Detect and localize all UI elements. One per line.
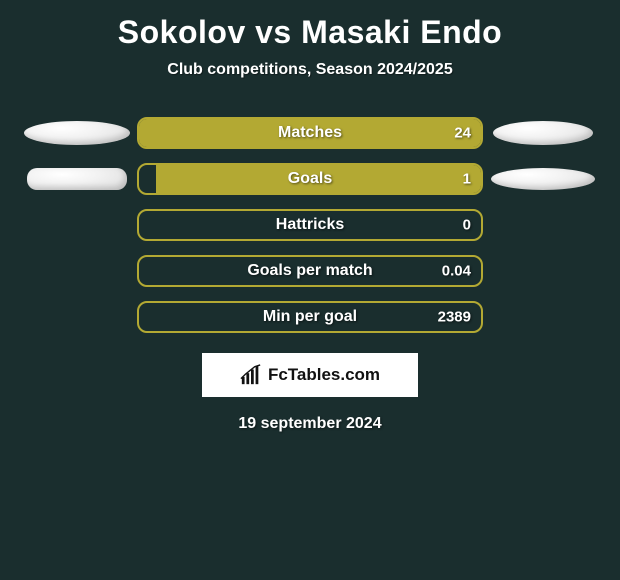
stat-bar: Goals per match 0.04 xyxy=(137,255,483,287)
stat-value-right: 0 xyxy=(463,217,471,234)
stat-bar: Matches 24 xyxy=(137,117,483,149)
left-shape-slot xyxy=(17,168,137,190)
stat-label: Goals xyxy=(288,170,332,188)
player-shape-right xyxy=(491,168,595,190)
left-shape-slot xyxy=(17,121,137,145)
right-shape-slot xyxy=(483,168,603,190)
stat-value-right: 24 xyxy=(454,125,471,142)
stat-value-right: 2389 xyxy=(438,309,471,326)
stat-label: Hattricks xyxy=(276,216,344,234)
chart-icon xyxy=(240,364,262,386)
stat-bar: Goals 1 xyxy=(137,163,483,195)
stat-label: Min per goal xyxy=(263,308,357,326)
stats-card: Sokolov vs Masaki Endo Club competitions… xyxy=(0,0,620,433)
stat-row: Goals 1 xyxy=(0,163,620,195)
page-subtitle: Club competitions, Season 2024/2025 xyxy=(167,61,452,79)
stat-bar: Min per goal 2389 xyxy=(137,301,483,333)
player-shape-left xyxy=(24,121,130,145)
stat-row: Goals per match 0.04 xyxy=(0,255,620,287)
stat-row: Hattricks 0 xyxy=(0,209,620,241)
stat-bar: Hattricks 0 xyxy=(137,209,483,241)
player-shape-right xyxy=(493,121,593,145)
stat-value-right: 0.04 xyxy=(442,263,471,280)
player-shape-left xyxy=(27,168,127,190)
stat-rows: Matches 24 Goals 1 Hattricks 0 Goals per match… xyxy=(0,117,620,333)
stat-row: Matches 24 xyxy=(0,117,620,149)
stat-value-right: 1 xyxy=(463,171,471,188)
date-text: 19 september 2024 xyxy=(238,415,381,433)
stat-label: Goals per match xyxy=(247,262,372,280)
stat-row: Min per goal 2389 xyxy=(0,301,620,333)
logo-box[interactable]: FcTables.com xyxy=(202,353,418,397)
right-shape-slot xyxy=(483,121,603,145)
logo-text: FcTables.com xyxy=(268,365,380,385)
stat-label: Matches xyxy=(278,124,342,142)
page-title: Sokolov vs Masaki Endo xyxy=(118,14,502,51)
